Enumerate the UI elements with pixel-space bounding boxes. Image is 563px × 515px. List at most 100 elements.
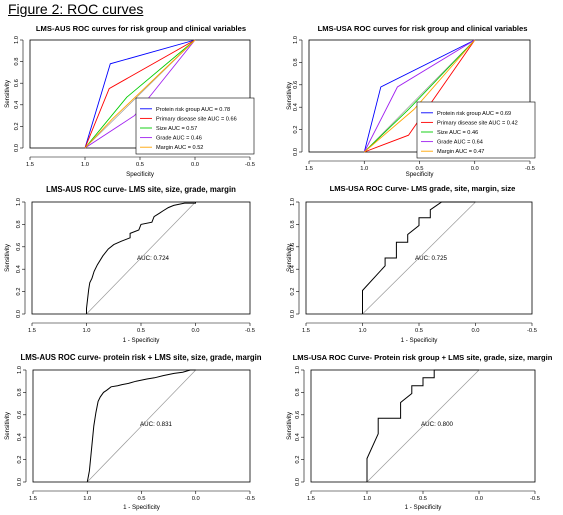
x-tick-label: -0.5 — [527, 328, 537, 334]
x-tick-label: 0.0 — [471, 166, 479, 172]
chart-title: LMS-USA ROC Curve- Protein risk group + … — [293, 353, 553, 362]
x-tick-label: 0.0 — [475, 496, 483, 502]
plot-frame — [305, 201, 533, 315]
x-tick-label: 1.5 — [26, 162, 34, 168]
chart-title: LMS-AUS ROC curve- protein risk + LMS si… — [20, 353, 261, 362]
roc-curve-protein-risk-group — [84, 39, 196, 149]
legend-entry: Size AUC = 0.46 — [437, 130, 478, 136]
y-tick-label: 0.2 — [295, 456, 301, 464]
legend-box — [416, 101, 536, 159]
y-tick-label: 0.8 — [293, 58, 299, 66]
legend-entry: Protein risk group AUC = 0.69 — [437, 111, 511, 117]
roc-chart-usa-protein-model: LMS-USA ROC Curve- Protein risk group + … — [286, 353, 553, 511]
y-tick-label: 1.0 — [14, 36, 20, 44]
y-axis-title: Sensitivity — [286, 243, 293, 272]
roc-curve-protein-risk-group — [363, 39, 476, 153]
y-axis-title: Sensitivity — [4, 79, 11, 108]
roc-curve-size — [84, 39, 196, 149]
y-tick-label: 0.8 — [290, 220, 296, 228]
y-axis-title: Sensitivity — [286, 81, 293, 110]
x-tick-label: 1.5 — [305, 166, 313, 172]
y-tick-label: 0.4 — [17, 432, 23, 441]
roc-curve-size — [363, 39, 476, 153]
x-tick-label: 0.0 — [191, 162, 199, 168]
y-tick-label: 0.6 — [290, 243, 296, 251]
auc-annotation: AUC: 0.724 — [137, 255, 170, 262]
roc-curve-margin — [84, 39, 196, 149]
y-tick-label: 1.0 — [16, 198, 22, 206]
x-tick-label: 0.5 — [415, 328, 423, 334]
auc-annotation: AUC: 0.831 — [140, 421, 173, 428]
y-tick-label: 0.6 — [16, 243, 22, 251]
roc-curve-grade — [84, 39, 196, 149]
diagonal-reference-line — [362, 201, 476, 315]
legend-entry: Margin AUC = 0.47 — [437, 149, 484, 155]
x-tick-label: 1.5 — [307, 496, 315, 502]
y-tick-label: 0.8 — [295, 388, 301, 396]
legend-entry: Margin AUC = 0.52 — [156, 145, 203, 151]
y-axis-title: Sensitivity — [4, 411, 11, 440]
x-tick-label: 1.0 — [83, 496, 91, 502]
x-tick-label: 0.5 — [419, 496, 427, 502]
x-tick-label: 1.0 — [81, 162, 89, 168]
x-tick-label: 1.0 — [82, 328, 90, 334]
y-tick-label: 0.2 — [14, 122, 20, 130]
y-tick-label: 0.4 — [295, 432, 301, 441]
y-axis-title: Sensitivity — [4, 243, 11, 272]
legend-entry: Primary disease site AUC = 0.66 — [156, 116, 237, 122]
roc-curve-grade — [363, 39, 476, 153]
x-axis-title: Specificity — [406, 171, 435, 178]
x-axis-title: 1 - Specificity — [401, 337, 439, 344]
roc-curve-margin — [364, 39, 476, 153]
chart-title: LMS-AUS ROC curves for risk group and cl… — [36, 24, 246, 33]
y-tick-label: 0.2 — [290, 288, 296, 296]
y-tick-label: 0.4 — [293, 102, 299, 111]
x-tick-label: 0.5 — [136, 162, 144, 168]
x-tick-label: 0.5 — [137, 496, 145, 502]
y-tick-label: 0.0 — [17, 478, 23, 486]
chart-title: LMS-AUS ROC curve- LMS site, size, grade… — [46, 185, 236, 194]
auc-annotation: AUC: 0.725 — [415, 255, 448, 262]
roc-chart-aus-model: LMS-AUS ROC curve- LMS site, size, grade… — [4, 185, 255, 344]
roc-curve-model — [86, 369, 196, 483]
roc-curve-model — [362, 201, 476, 314]
legend-entry: Primary disease site AUC = 0.42 — [437, 120, 518, 126]
x-tick-label: 1.0 — [363, 496, 371, 502]
x-tick-label: 1.5 — [302, 328, 310, 334]
x-tick-label: 1.5 — [28, 328, 36, 334]
auc-annotation: AUC: 0.800 — [421, 421, 454, 428]
diagonal-reference-line — [86, 201, 196, 315]
plot-frame — [310, 369, 536, 483]
y-tick-label: 0.4 — [290, 264, 296, 273]
roc-chart-usa-model: LMS-USA ROC Curve- LMS grade, site, marg… — [286, 184, 537, 344]
y-tick-label: 0.0 — [293, 148, 299, 156]
y-tick-label: 0.0 — [14, 144, 20, 152]
roc-chart-usa-clinical: LMS-USA ROC curves for risk group and cl… — [286, 24, 536, 178]
x-tick-label: 1.0 — [360, 166, 368, 172]
y-tick-label: 1.0 — [295, 366, 301, 374]
x-tick-label: -0.5 — [530, 496, 540, 502]
y-tick-label: 1.0 — [293, 36, 299, 44]
x-tick-label: -0.5 — [245, 162, 255, 168]
legend-box — [135, 97, 255, 155]
legend-entry: Grade AUC = 0.46 — [156, 136, 202, 142]
x-tick-label: 0.5 — [137, 328, 145, 334]
y-tick-label: 0.6 — [295, 411, 301, 419]
legend-entry: Size AUC = 0.57 — [156, 126, 197, 132]
y-tick-label: 0.2 — [293, 126, 299, 134]
x-tick-label: 0.0 — [471, 328, 479, 334]
x-tick-label: 1.5 — [29, 496, 37, 502]
roc-curve-primary-disease-site — [364, 39, 476, 153]
roc-curve-primary-disease-site — [84, 39, 196, 149]
legend-entry: Protein risk group AUC = 0.78 — [156, 107, 230, 113]
y-tick-label: 0.8 — [16, 220, 22, 228]
y-tick-label: 0.6 — [17, 411, 23, 419]
figure-title: Figure 2: ROC curves — [8, 1, 144, 17]
legend-entry: Grade AUC = 0.64 — [437, 140, 483, 146]
y-tick-label: 0.0 — [295, 478, 301, 486]
y-tick-label: 0.2 — [17, 456, 23, 464]
diagonal-reference-line — [364, 39, 475, 153]
x-tick-label: -0.5 — [525, 166, 535, 172]
x-tick-label: -0.5 — [245, 328, 255, 334]
y-tick-label: 0.4 — [14, 100, 20, 109]
